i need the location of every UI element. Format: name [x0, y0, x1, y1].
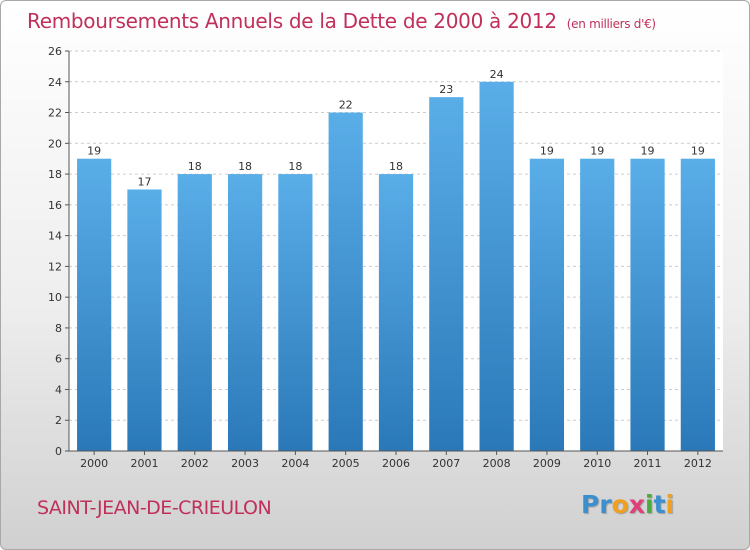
commune-name: SAINT-JEAN-DE-CRIEULON: [37, 497, 272, 519]
y-tick-label: 18: [48, 168, 62, 181]
x-tick-label: 2012: [684, 457, 712, 470]
x-tick-label: 2002: [181, 457, 209, 470]
bar: [529, 158, 565, 451]
logo-letter: P: [581, 490, 600, 519]
x-tick-label: 2004: [281, 457, 309, 470]
data-label: 19: [590, 145, 604, 158]
data-label: 18: [188, 160, 202, 173]
x-tick-label: 2009: [533, 457, 561, 470]
bar: [278, 174, 313, 452]
logo-letter: t: [653, 490, 666, 519]
y-tick-label: 22: [48, 107, 62, 120]
y-tick-label: 16: [48, 199, 62, 212]
logo-letter: i: [645, 490, 654, 519]
bar: [77, 158, 112, 451]
x-tick-label: 2010: [583, 457, 611, 470]
chart-title: Remboursements Annuels de la Dette de 20…: [27, 9, 656, 33]
data-label: 19: [87, 145, 101, 158]
y-tick-label: 20: [48, 137, 62, 150]
y-tick-label: 26: [48, 45, 62, 58]
y-tick-label: 24: [48, 76, 62, 89]
proxiti-logo: Proxiti: [581, 490, 674, 519]
logo-letter: o: [611, 490, 629, 519]
data-label: 18: [389, 160, 403, 173]
y-tick-label: 8: [55, 322, 62, 335]
title-text: Remboursements Annuels de la Dette de 20…: [27, 9, 557, 33]
bar: [580, 158, 615, 451]
bar: [127, 189, 162, 451]
x-tick-label: 2000: [80, 457, 108, 470]
y-tick-label: 6: [55, 353, 62, 366]
x-tick-label: 2007: [432, 457, 460, 470]
y-tick-label: 12: [48, 260, 62, 273]
logo-letter: i: [665, 490, 675, 519]
data-label: 22: [339, 99, 353, 112]
data-label: 19: [691, 145, 705, 158]
y-tick-label: 10: [48, 291, 62, 304]
x-tick-label: 2011: [634, 457, 662, 470]
y-tick-label: 14: [48, 230, 62, 243]
data-label: 19: [540, 145, 554, 158]
y-tick-label: 2: [55, 414, 62, 427]
data-label: 17: [137, 175, 151, 188]
x-tick-label: 2008: [483, 457, 511, 470]
x-tick-label: 2006: [382, 457, 410, 470]
data-label: 24: [490, 68, 504, 81]
x-tick-label: 2005: [332, 457, 360, 470]
data-label: 23: [439, 83, 453, 96]
bar: [429, 97, 464, 452]
bar: [177, 174, 212, 452]
bars: [77, 81, 715, 452]
y-tick-label: 4: [55, 383, 62, 396]
data-labels: 19 17 18 18 18 22 18 23 24 19 19 19 19: [87, 68, 705, 189]
logo-letter: r: [599, 490, 612, 519]
bar: [630, 158, 665, 451]
bar: [680, 158, 715, 451]
x-tick-label: 2003: [231, 457, 259, 470]
y-tick-label: 0: [55, 445, 62, 458]
bar: [227, 174, 263, 452]
data-label: 18: [288, 160, 302, 173]
logo-letter: x: [628, 490, 645, 519]
data-label: 19: [641, 145, 655, 158]
chart-subtitle: (en milliers d'€): [566, 17, 656, 31]
data-label: 18: [238, 160, 252, 173]
bar: [479, 81, 514, 452]
bar: [378, 174, 414, 452]
x-tick-label: 2001: [130, 457, 158, 470]
bar: [328, 112, 363, 452]
